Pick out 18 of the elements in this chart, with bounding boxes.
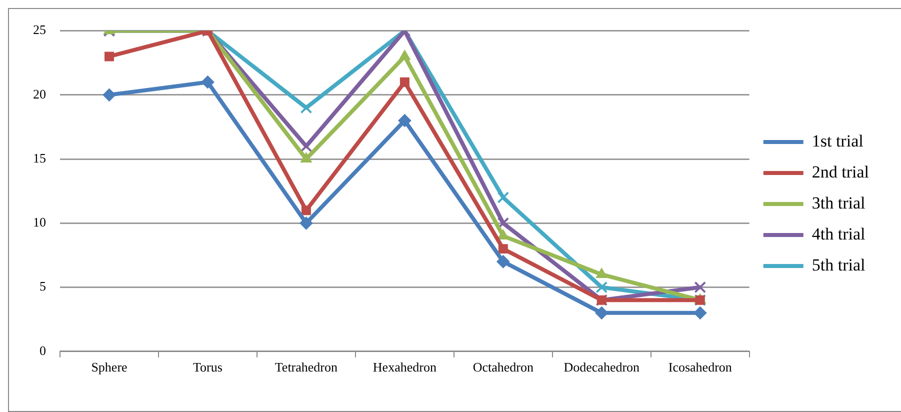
legend-label: 4th trial [812,224,866,244]
legend-label: 1st trial [812,131,864,150]
y-tick-label: 25 [33,22,46,38]
x-tick-label: Icosahedron [668,360,732,375]
y-tick-label: 15 [33,150,46,166]
y-tick-label: 0 [40,342,46,358]
legend-label: 5th trial [812,255,866,274]
y-tick-label: 5 [40,278,46,294]
x-tick-label: Dodecahedron [564,360,640,375]
legend-label: 3th trial [812,193,866,212]
y-tick-label: 20 [33,86,46,102]
x-tick-label: Octahedron [472,360,534,375]
legend-label: 2nd trial [812,162,870,182]
x-tick-label: Torus [193,360,222,375]
x-tick-label: Tetrahedron [274,360,338,375]
x-tick-label: Hexahedron [372,360,437,375]
x-tick-label: Sphere [91,360,128,375]
y-tick-label: 10 [33,214,46,230]
